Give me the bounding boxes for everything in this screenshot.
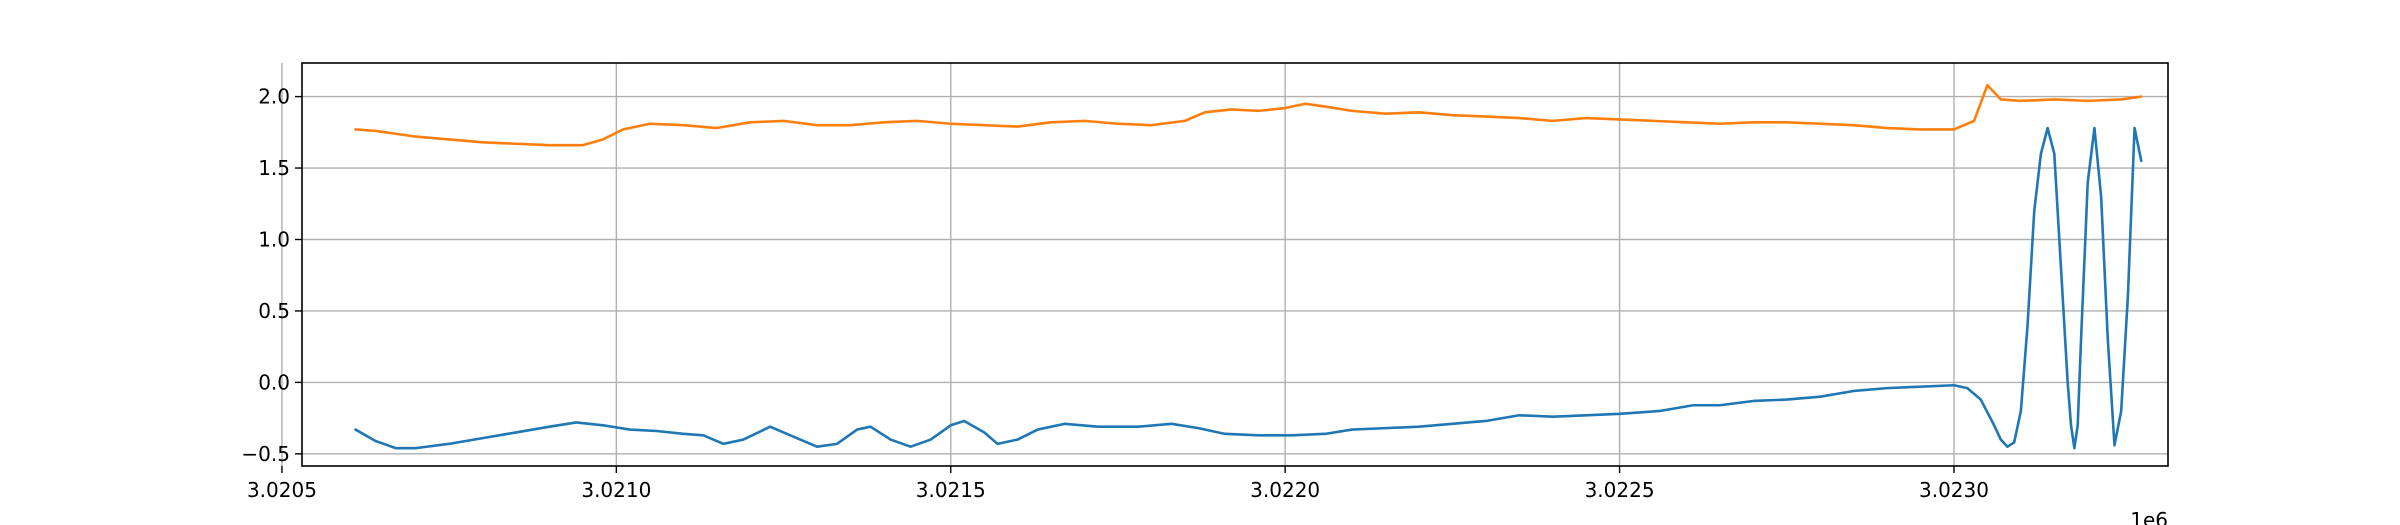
series-line-1 (354, 126, 2143, 450)
series-layer (354, 83, 2143, 450)
x-tick-label: 3.0205 (247, 478, 317, 502)
x-tick-label: 3.0215 (916, 478, 986, 502)
y-tick-label: 0.5 (258, 299, 290, 323)
y-tick-label: 0.0 (258, 370, 290, 394)
x-tick-label: 3.0220 (1250, 478, 1320, 502)
y-tick-label: 2.0 (258, 85, 290, 109)
plot-frame (301, 62, 2169, 467)
x-tick-label: 3.0225 (1585, 478, 1655, 502)
series-line-2 (354, 83, 2143, 147)
y-gridlines (302, 95, 2168, 455)
x-axis: 3.0205 3.0210 3.0215 3.0220 3.0225 3.0230 (247, 466, 1989, 502)
y-tick-label: −0.5 (241, 442, 290, 466)
x-offset-label: 1e6 (2130, 508, 2168, 525)
x-tick-label: 3.0210 (581, 478, 651, 502)
y-axis: −0.5 0.0 0.5 1.0 1.5 2.0 (241, 85, 302, 466)
x-tick-label: 3.0230 (1919, 478, 1989, 502)
y-tick-label: 1.0 (258, 227, 290, 251)
y-tick-label: 1.5 (258, 156, 290, 180)
